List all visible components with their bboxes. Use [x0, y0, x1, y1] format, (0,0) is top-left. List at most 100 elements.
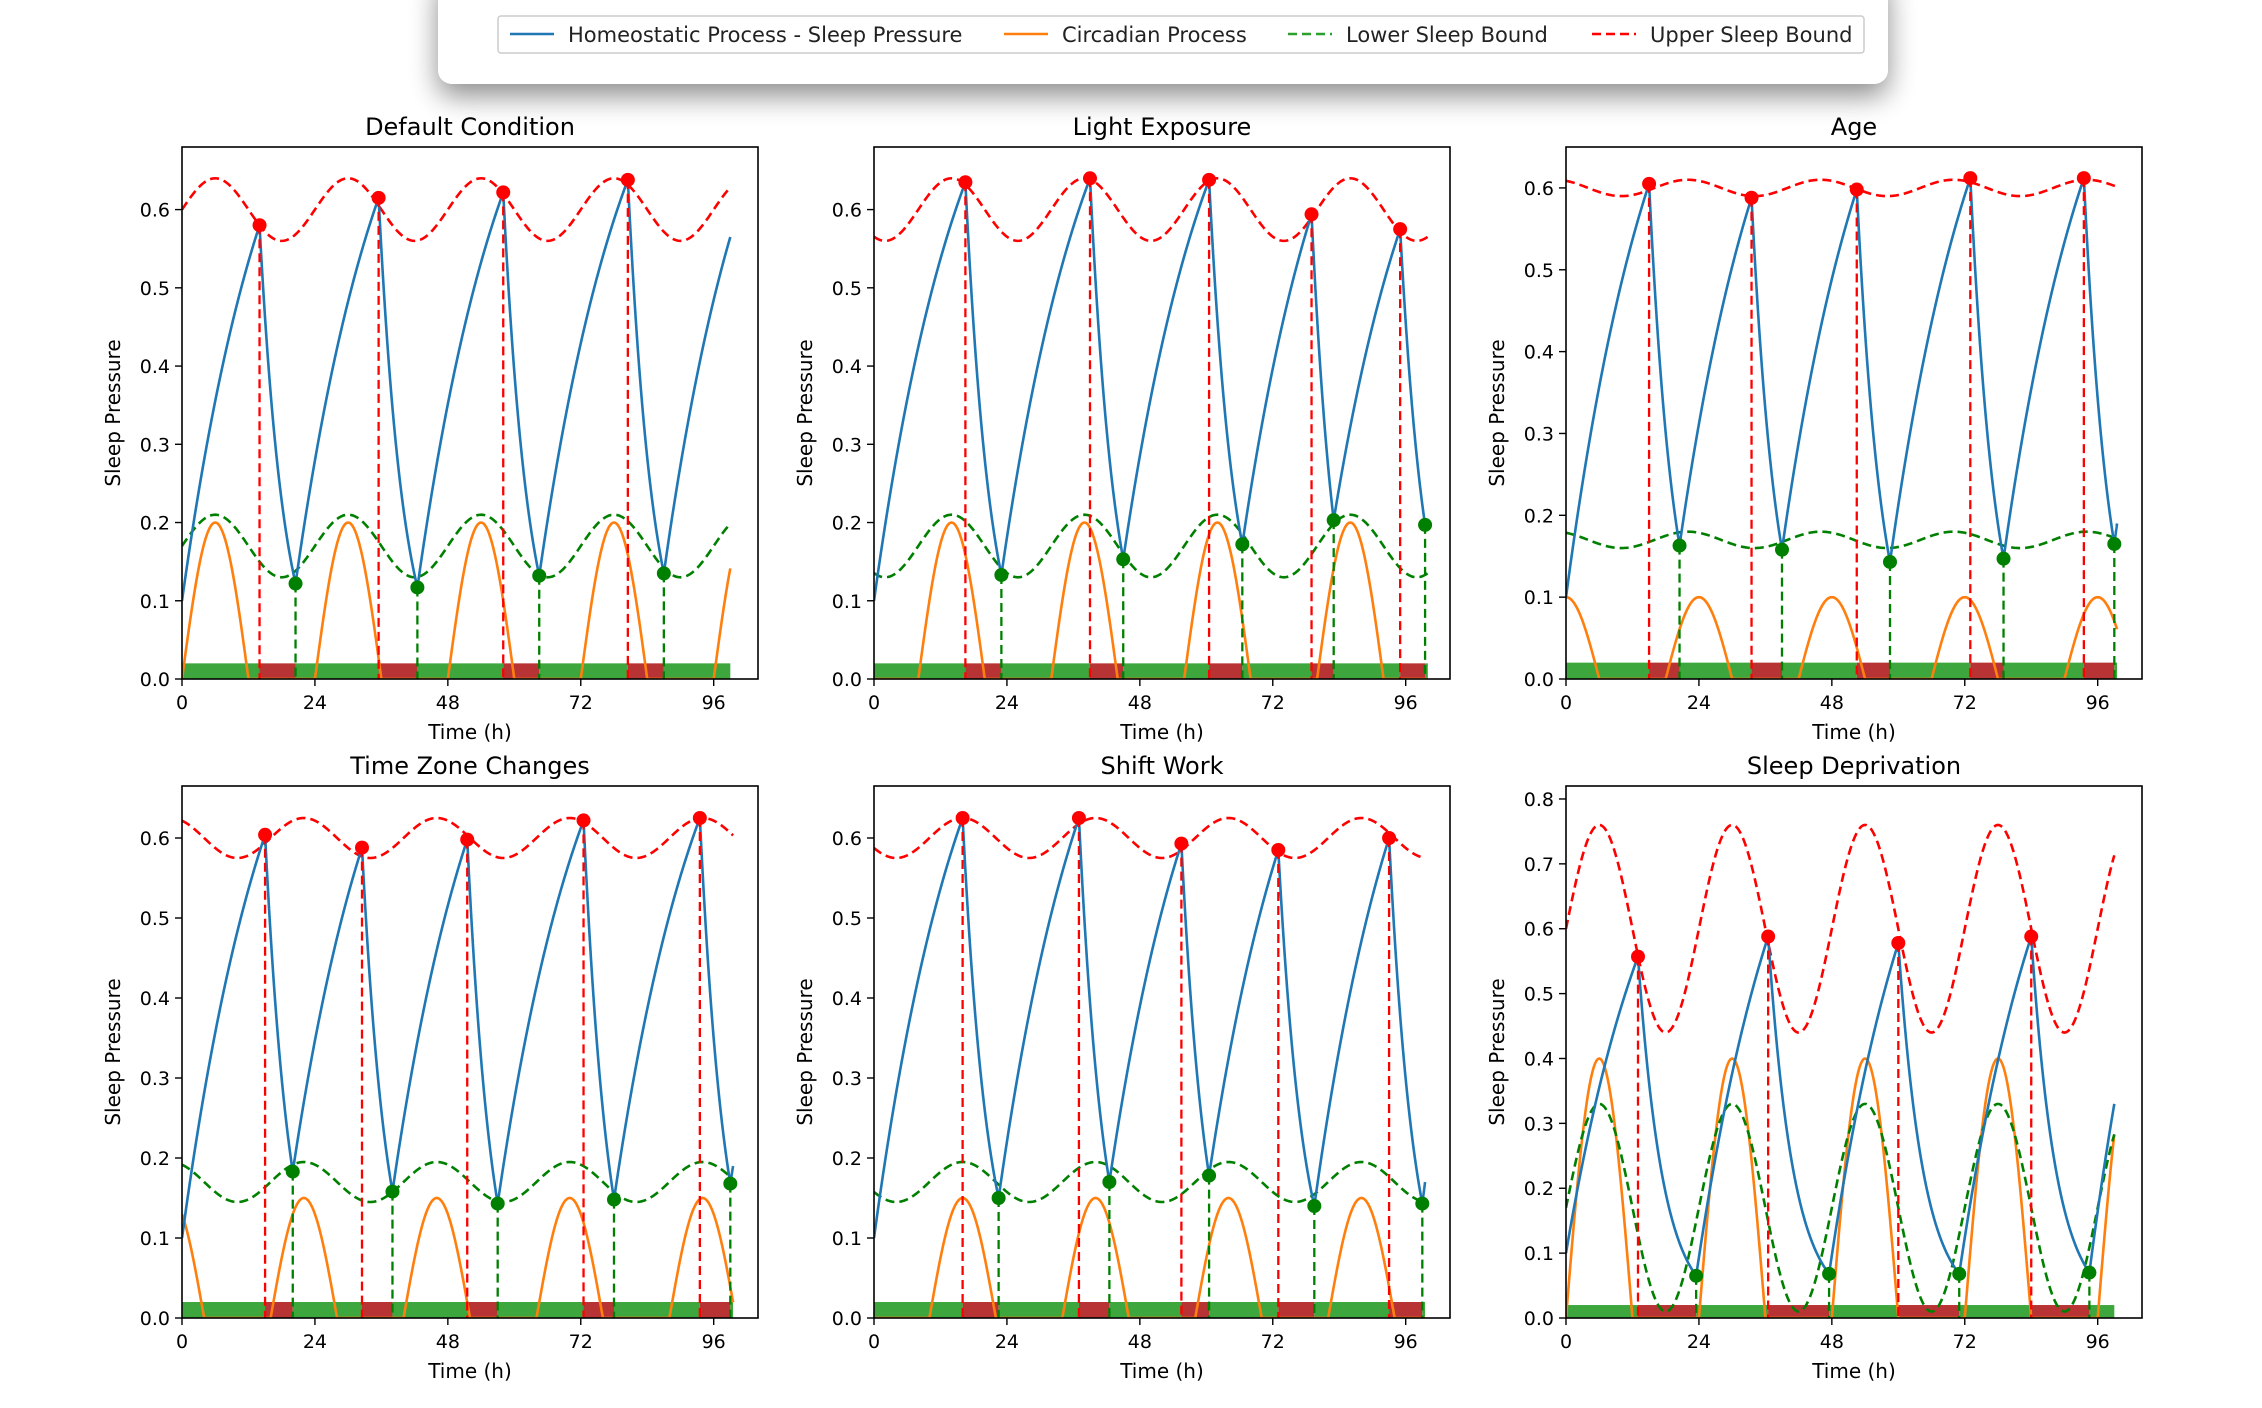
x-tick-label: 48	[1820, 692, 1844, 714]
y-tick-label: 0.6	[832, 828, 862, 850]
sleep-period-bar	[962, 1302, 999, 1318]
wake-point	[1202, 1168, 1217, 1183]
x-tick-label: 48	[1128, 692, 1152, 714]
plot-area	[1566, 177, 2119, 679]
y-tick-label: 0.3	[1524, 423, 1554, 445]
y-tick-label: 0.5	[1524, 260, 1554, 282]
legend-panel: Homeostatic Process - Sleep Pressure Circ…	[438, 0, 1888, 84]
sleep-onset-point	[576, 813, 591, 828]
wake-point	[1775, 542, 1789, 557]
y-tick-label: 0.6	[140, 200, 170, 222]
y-axis-label: Sleep Pressure	[101, 339, 125, 486]
sleep-onset-point	[371, 190, 386, 205]
x-tick-label: 96	[1394, 1331, 1418, 1353]
lower-sleep-bound-line	[1566, 1102, 2116, 1313]
chart-title: Light Exposure	[1073, 113, 1252, 141]
wake-period-bar	[295, 663, 379, 679]
sleep-onset-point	[2024, 929, 2039, 944]
y-axis-label: Sleep Pressure	[793, 339, 817, 486]
plot-area	[1566, 823, 2116, 1318]
x-tick-label: 96	[702, 692, 726, 714]
x-tick-label: 24	[1687, 1331, 1711, 1353]
wake-point	[1415, 1196, 1430, 1211]
x-tick-label: 24	[1687, 692, 1711, 714]
sleep-onset-point	[1744, 190, 1759, 205]
sleep-onset-point	[460, 832, 475, 847]
wake-period-bar	[614, 1302, 700, 1318]
legend-label: Lower Sleep Bound	[1346, 23, 1548, 47]
sleep-period-bar	[1278, 1302, 1315, 1318]
circadian-process-line	[182, 1196, 735, 1318]
wake-point	[1116, 552, 1131, 567]
wake-period-bar	[1566, 1305, 1638, 1318]
y-axis-label: Sleep Pressure	[793, 978, 817, 1125]
wake-point	[1326, 513, 1341, 528]
lower-sleep-bound-line	[182, 1160, 734, 1204]
chart-panel: 0 24 48 72 96 0.0 0.1 0.2 0.3 0.4 0.5 0.6 Light Expo…	[793, 113, 1451, 744]
wake-point	[656, 566, 671, 581]
wake-period-bar	[1314, 1302, 1390, 1318]
chart-panels: 0 24 48 72 96 0.0 0.1 0.2 0.3 0.4 0.5 0.6 Default Co…	[101, 113, 2143, 1383]
sleep-period-bar	[699, 1302, 731, 1318]
wake-period-bar	[730, 1302, 734, 1318]
chart-title: Age	[1831, 113, 1877, 141]
sleep-onset-point	[1631, 949, 1645, 964]
sleep-onset-point	[1393, 222, 1408, 237]
wake-period-bar	[1109, 1302, 1182, 1318]
axes-frame	[181, 785, 759, 1319]
y-axis-label: Sleep Pressure	[101, 978, 125, 1125]
wake-point	[1672, 538, 1687, 553]
sleep-period-bar	[1078, 1302, 1110, 1318]
chart-panel: 0 24 48 72 96 0.0 0.1 0.2 0.3 0.4 0.5 0.6 Age Time (h…	[1485, 113, 2143, 744]
wake-period-bar	[1890, 662, 1971, 679]
chart-title: Sleep Deprivation	[1747, 752, 1961, 780]
y-tick-label: 0.6	[1524, 919, 1554, 941]
sleep-period-bar	[467, 1302, 498, 1318]
sleep-onset-point	[496, 185, 511, 200]
wake-period-bar	[1679, 662, 1752, 679]
x-axis-label: Time (h)	[427, 720, 512, 744]
lower-sleep-bound-line	[874, 513, 1429, 579]
x-tick-label: 24	[995, 692, 1019, 714]
wake-period-bar	[1001, 663, 1090, 679]
wake-period-bar	[1123, 663, 1210, 679]
wake-period-bar	[539, 663, 628, 679]
x-tick-label: 0	[868, 692, 880, 714]
sleep-onset-point	[2076, 171, 2091, 186]
sleep-period-bar	[1181, 1302, 1210, 1318]
x-tick-label: 96	[2086, 692, 2110, 714]
x-tick-label: 24	[995, 1331, 1019, 1353]
sleep-onset-point	[252, 218, 267, 233]
y-tick-label: 0.2	[832, 1148, 862, 1170]
wake-period-bar	[1959, 1305, 2032, 1318]
y-tick-label: 0.1	[832, 591, 862, 613]
y-tick-label: 0.4	[1524, 1048, 1554, 1070]
wake-point	[532, 568, 547, 583]
chart-panel: 0 24 48 72 96 0.0 0.1 0.2 0.3 0.4 0.5 0.6 0.7 0.8 Slee…	[1485, 752, 2143, 1383]
y-tick-label: 0.0	[832, 1308, 862, 1330]
legend-entry: Circadian Process	[1004, 23, 1247, 47]
wake-period-bar	[182, 663, 260, 679]
y-tick-label: 0.6	[140, 828, 170, 850]
chart-panel: 0 24 48 72 96 0.0 0.1 0.2 0.3 0.4 0.5 0.6 Default Co…	[101, 113, 759, 744]
upper-sleep-bound-line	[874, 176, 1429, 243]
lower-sleep-bound-line	[182, 513, 732, 579]
axes-frame	[1565, 785, 2143, 1319]
y-axis-label: Sleep Pressure	[1485, 978, 1509, 1125]
y-tick-label: 0.5	[1524, 984, 1554, 1006]
sleep-onset-point	[958, 175, 973, 190]
sleep-onset-point	[1304, 207, 1319, 222]
wake-period-bar	[1829, 1305, 1899, 1318]
y-tick-label: 0.0	[140, 669, 170, 691]
y-tick-label: 0.0	[140, 1308, 170, 1330]
wake-period-bar	[417, 663, 504, 679]
legend-entry: Upper Sleep Bound	[1592, 23, 1852, 47]
legend-entry: Homeostatic Process - Sleep Pressure	[510, 23, 962, 47]
chart-title: Time Zone Changes	[349, 752, 589, 780]
x-tick-label: 72	[1261, 692, 1285, 714]
wake-point	[1418, 517, 1433, 532]
wake-period-bar	[1333, 663, 1401, 679]
wake-period-bar	[1696, 1305, 1769, 1318]
wake-period-bar	[1425, 663, 1428, 679]
